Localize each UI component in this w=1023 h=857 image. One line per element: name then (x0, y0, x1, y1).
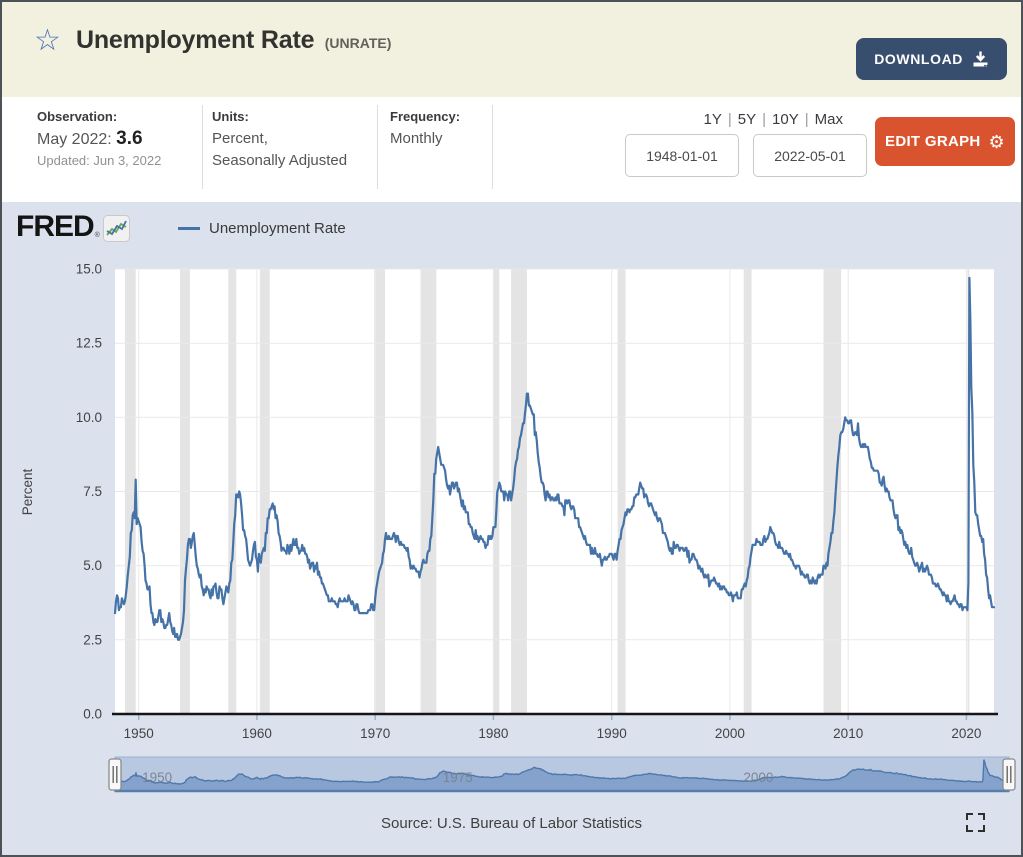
svg-text:7.5: 7.5 (83, 484, 102, 499)
legend-line-swatch (178, 227, 200, 230)
svg-text:1950: 1950 (142, 770, 172, 785)
svg-text:2020: 2020 (951, 726, 981, 741)
series-id: (UNRATE) (324, 35, 392, 51)
frequency-value: Monthly (390, 130, 443, 147)
range-link-separator: | (804, 111, 809, 128)
frequency-label: Frequency: (390, 109, 461, 124)
divider (492, 105, 493, 189)
svg-text:2000: 2000 (743, 770, 773, 785)
registered-mark: ® (94, 232, 100, 239)
edit-graph-button[interactable]: EDIT GRAPH ⚙ (875, 117, 1015, 166)
units-label: Units: (212, 109, 249, 124)
download-button[interactable]: DOWNLOAD (856, 38, 1007, 80)
svg-text:2.5: 2.5 (83, 632, 102, 647)
svg-text:1960: 1960 (242, 726, 272, 741)
units-value-line1: Percent, (212, 130, 268, 147)
fred-logo: FRED (16, 210, 95, 243)
unemployment-chart[interactable]: 1950 1960 1970 1980 1990 2000 2010 2020 0.0 2.5 5.… (2, 257, 1021, 749)
fullscreen-icon[interactable] (966, 813, 985, 832)
range-links: 1Y | 5Y | 10Y | Max (704, 111, 843, 128)
gear-icon: ⚙ (988, 131, 1005, 152)
svg-text:5.0: 5.0 (83, 558, 102, 573)
source-text: Source: U.S. Bureau of Labor Statistics (381, 815, 642, 832)
top-header: ☆ Unemployment Rate (UNRATE) DOWNLOAD (2, 2, 1021, 97)
range-link-5y[interactable]: 5Y (737, 111, 757, 128)
svg-text:15.0: 15.0 (76, 262, 102, 277)
svg-text:1950: 1950 (124, 726, 154, 741)
fred-logo-icon (102, 214, 130, 242)
slider-handle-left[interactable] (108, 758, 122, 791)
fred-brand-row: FRED ® (16, 210, 130, 244)
range-link-separator: | (727, 111, 732, 128)
edit-graph-label: EDIT GRAPH (885, 133, 981, 150)
units-block: Units: Percent, Seasonally Adjusted (212, 109, 362, 172)
download-icon (973, 51, 989, 67)
svg-text:1975: 1975 (443, 770, 473, 785)
range-link-1y[interactable]: 1Y (703, 111, 722, 128)
page-title: Unemployment Rate (76, 26, 315, 54)
svg-text:1990: 1990 (597, 726, 627, 741)
svg-text:2000: 2000 (715, 726, 745, 741)
observation-label: Observation: (37, 109, 118, 124)
svg-text:12.5: 12.5 (76, 336, 102, 351)
svg-text:Percent: Percent (20, 468, 35, 515)
frequency-block: Frequency: Monthly (390, 109, 460, 150)
date-start-input[interactable] (625, 134, 739, 177)
observation-value: 3.6 (116, 128, 143, 149)
date-range-slider[interactable]: 1950 1975 2000 (2, 752, 1021, 798)
svg-text:1970: 1970 (360, 726, 390, 741)
divider (202, 105, 203, 189)
legend-label[interactable]: Unemployment Rate (209, 220, 346, 237)
download-button-label: DOWNLOAD (874, 51, 963, 67)
units-value-line2: Seasonally Adjusted (212, 151, 348, 169)
graph-section: FRED ® Unemployment Rate 1950 1960 1970 198… (2, 202, 1021, 855)
divider (377, 105, 378, 189)
observation-date: May 2022: (37, 131, 112, 148)
chart-footer: Source: U.S. Bureau of Labor Statistics (2, 804, 1021, 844)
svg-text:0.0: 0.0 (83, 707, 102, 722)
meta-row: Observation: May 2022: 3.6 Updated: Jun … (2, 97, 1021, 202)
range-link-10y[interactable]: 10Y (772, 111, 799, 128)
svg-text:1980: 1980 (478, 726, 508, 741)
favorite-star-icon[interactable]: ☆ (34, 24, 61, 57)
observation-block: Observation: May 2022: 3.6 Updated: Jun … (37, 109, 161, 168)
slider-handle-right[interactable] (1002, 758, 1016, 791)
legend: Unemployment Rate (178, 220, 346, 237)
range-link-separator: | (762, 111, 767, 128)
date-end-input[interactable] (753, 134, 867, 177)
svg-text:10.0: 10.0 (76, 410, 102, 425)
range-link-max[interactable]: Max (814, 111, 843, 128)
observation-updated: Updated: Jun 3, 2022 (37, 153, 162, 168)
svg-text:2010: 2010 (833, 726, 863, 741)
